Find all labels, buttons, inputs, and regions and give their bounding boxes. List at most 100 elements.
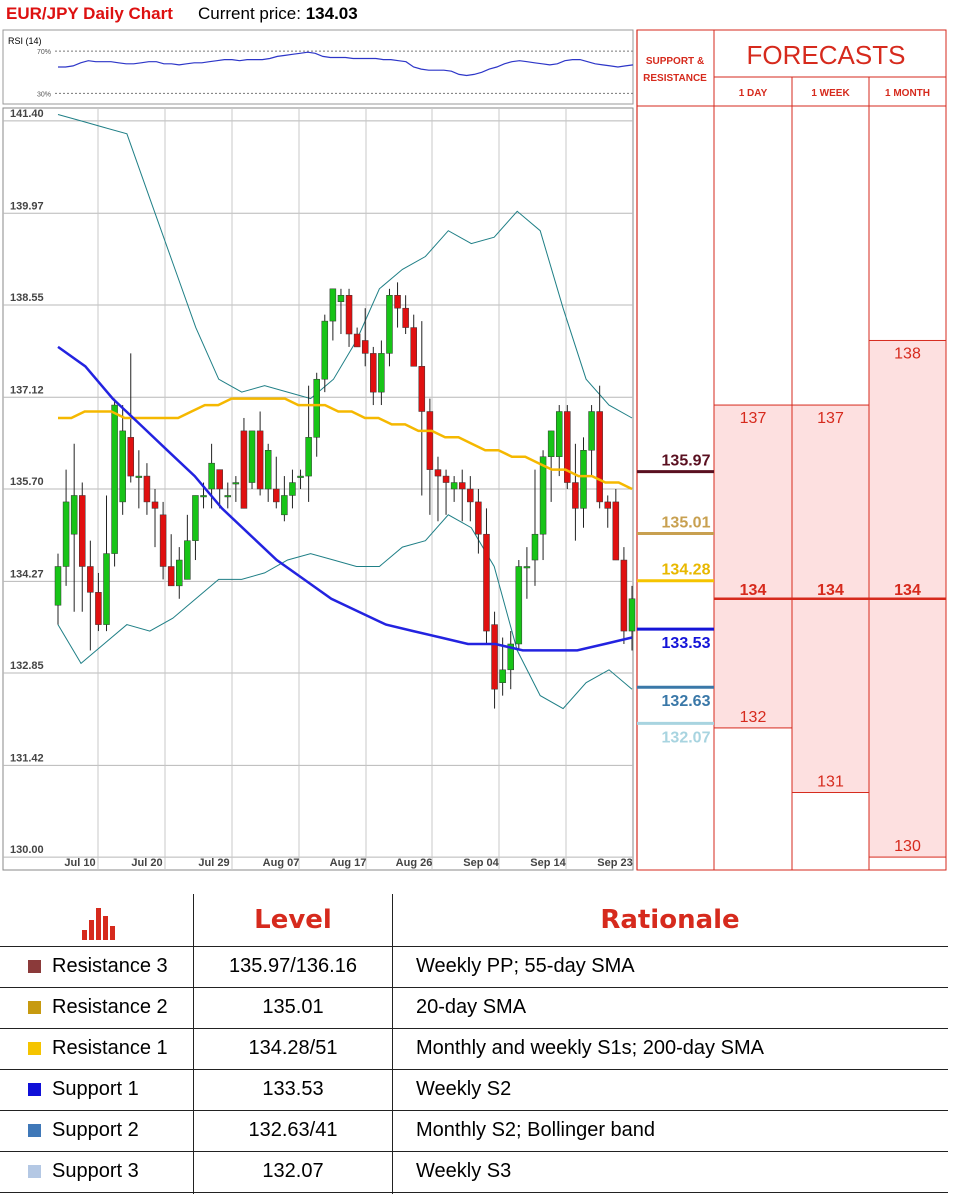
candle-body xyxy=(564,411,571,483)
sma55-line xyxy=(58,397,633,491)
forecast-low-value: 130 xyxy=(894,838,921,855)
candle-body xyxy=(442,475,450,483)
y-tick-label: 141.40 xyxy=(10,108,44,120)
candle-body xyxy=(555,411,563,457)
chart-title: EUR/JPY Daily Chart xyxy=(6,4,173,23)
candle-body xyxy=(523,566,531,569)
candle-body xyxy=(119,430,126,503)
sr-level-label: 134.28 xyxy=(662,562,711,579)
level-name: Resistance 2 xyxy=(52,996,168,1018)
candle-body xyxy=(248,430,256,483)
candle-body xyxy=(192,495,199,541)
candle-body xyxy=(467,488,474,503)
candle-body xyxy=(200,495,207,498)
forecast-low-value: 131 xyxy=(817,774,844,791)
candle-body xyxy=(499,669,506,683)
forecast-mid-value: 134 xyxy=(817,582,844,599)
candle-body xyxy=(111,404,118,554)
candle-body xyxy=(515,566,523,645)
sr-level-label: 132.07 xyxy=(662,729,711,746)
x-tick-label: Jul 29 xyxy=(198,857,229,869)
forecast-high-value: 137 xyxy=(740,410,767,427)
table-divider-1 xyxy=(193,894,194,1194)
current-price: Current price: 134.03 xyxy=(198,4,358,24)
x-tick-label: Jul 10 xyxy=(64,857,95,869)
candle-body xyxy=(475,501,482,535)
sr-header-line1: SUPPORT & xyxy=(646,56,704,67)
x-tick-label: Sep 04 xyxy=(463,857,499,869)
candle-body xyxy=(628,598,636,632)
candle-body xyxy=(305,437,312,477)
level-value: 132.63/41 xyxy=(248,1119,338,1141)
x-tick-label: Sep 14 xyxy=(530,857,566,869)
level-swatch xyxy=(28,960,41,973)
level-rationale: Weekly S3 xyxy=(416,1160,512,1182)
forecast-mid-value: 134 xyxy=(740,582,767,599)
table-row: Support 2 132.63/41 Monthly S2; Bollinger … xyxy=(0,1110,948,1152)
forecast-col-label: 1 DAY xyxy=(739,88,768,99)
candle-body xyxy=(176,559,183,587)
level-swatch xyxy=(28,1042,41,1055)
y-tick-label: 138.55 xyxy=(10,292,44,304)
candle-body xyxy=(103,553,110,625)
sr-level-label: 132.63 xyxy=(662,693,711,710)
level-name: Support 2 xyxy=(52,1119,139,1141)
level-value: 134.28/51 xyxy=(248,1037,338,1059)
candle-body xyxy=(370,353,377,393)
chart-header: EUR/JPY Daily Chart Current price: 134.0… xyxy=(0,0,640,28)
sr-header-line2: RESISTANCE xyxy=(643,73,707,84)
level-name: Resistance 3 xyxy=(52,955,168,977)
level-swatch xyxy=(28,1124,41,1137)
candle-body xyxy=(224,495,232,498)
sr-level-label: 135.01 xyxy=(662,515,711,532)
candle-body xyxy=(378,353,385,393)
table-row: Resistance 2 135.01 20-day SMA xyxy=(0,987,948,1029)
candle-body xyxy=(620,559,628,632)
candle-body xyxy=(539,456,547,535)
level-value: 132.07 xyxy=(262,1160,324,1182)
bar-chart-icon xyxy=(82,908,115,940)
candle-body xyxy=(458,482,466,490)
current-price-value: 134.03 xyxy=(305,4,358,23)
table-row: Support 3 132.07 Weekly S3 xyxy=(0,1151,948,1193)
candle-body xyxy=(313,378,320,438)
candle-body xyxy=(329,288,337,322)
y-tick-label: 139.97 xyxy=(10,200,44,212)
candle-body xyxy=(151,501,159,509)
candle-body xyxy=(596,411,603,503)
candle-body xyxy=(394,295,401,309)
y-tick-label: 137.12 xyxy=(10,384,44,396)
bollinger-lower-line xyxy=(57,514,633,710)
sr-level-label: 135.97 xyxy=(662,453,711,470)
candle-body xyxy=(256,430,264,490)
candle-body xyxy=(184,540,191,580)
candle-body xyxy=(450,482,458,490)
candle-body xyxy=(232,482,240,485)
x-tick-label: Aug 26 xyxy=(396,857,433,869)
forecast-range-box xyxy=(713,404,793,729)
forecast-high-value: 138 xyxy=(894,345,921,362)
candle-body xyxy=(54,566,62,606)
y-tick-label: 134.27 xyxy=(10,568,44,580)
candle-body xyxy=(337,295,345,302)
candle-body xyxy=(580,450,587,509)
level-value: 135.97/136.16 xyxy=(229,955,357,977)
candle-body xyxy=(402,307,409,328)
rsi-level-label: 70% xyxy=(37,49,51,56)
candle-body xyxy=(418,366,426,412)
level-rationale: Monthly S2; Bollinger band xyxy=(416,1119,656,1141)
level-swatch xyxy=(28,1083,41,1096)
x-tick-label: Jul 20 xyxy=(131,857,162,869)
candle-body xyxy=(361,340,369,354)
y-tick-label: 130.00 xyxy=(10,844,44,856)
candle-body xyxy=(547,430,555,457)
forecast-high-value: 137 xyxy=(817,410,844,427)
rsi-line xyxy=(58,51,634,77)
level-name: Support 3 xyxy=(52,1160,139,1182)
rsi-label: RSI (14) xyxy=(8,36,42,46)
x-tick-label: Sep 23 xyxy=(597,857,632,869)
level-rationale: 20-day SMA xyxy=(416,996,527,1018)
candle-body xyxy=(345,295,353,335)
level-swatch xyxy=(28,1001,41,1014)
candle-body xyxy=(604,501,611,509)
